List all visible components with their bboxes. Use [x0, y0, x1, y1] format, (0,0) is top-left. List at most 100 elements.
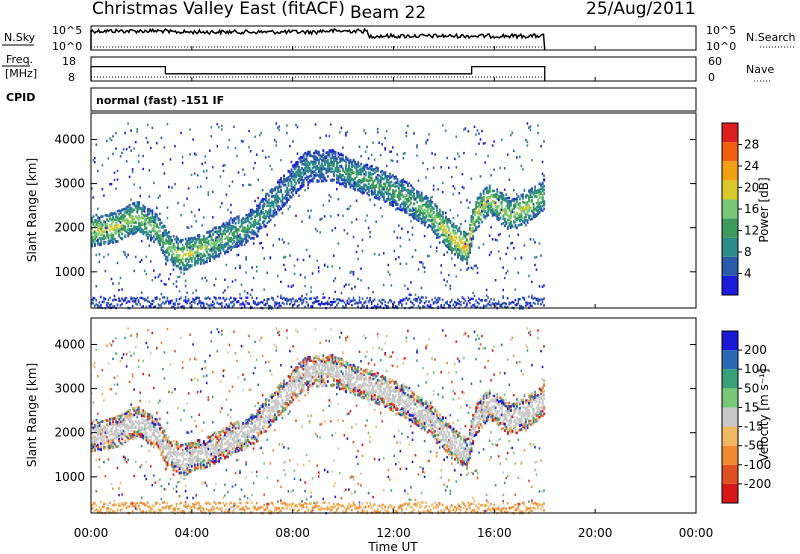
power-cell-4338	[478, 208, 481, 212]
power-cell-893	[169, 301, 172, 304]
power-cell-2162	[283, 296, 285, 300]
power-cell-3265	[381, 215, 383, 218]
power-cell-438	[128, 300, 131, 303]
power-cell-3033	[360, 267, 362, 270]
power-cell-2810	[340, 299, 343, 303]
power-cell-766	[159, 222, 161, 225]
power-cell-4759	[516, 193, 518, 196]
power-cell-3539	[407, 200, 409, 203]
power-cell-4160	[463, 233, 465, 236]
power-cell-4070	[455, 244, 458, 247]
power-cell-2343	[299, 186, 302, 190]
power-cell-3348	[389, 298, 391, 302]
power-cell-2042	[272, 188, 275, 191]
power-cell-2887	[348, 164, 350, 167]
power-cell-4689	[510, 214, 512, 218]
power-cell-1956	[264, 195, 267, 199]
power-cell-4264	[472, 236, 475, 240]
power-cell-3145	[370, 193, 373, 196]
power-cell-1003	[180, 247, 183, 250]
power-cell-95	[98, 222, 101, 226]
power-cell-1562	[230, 236, 232, 240]
power-cell-3748	[426, 206, 429, 210]
power-cell-3441	[398, 182, 400, 186]
power-cell-2897	[349, 160, 352, 164]
power-cell-3198	[375, 220, 377, 223]
power-cell-985	[178, 240, 181, 243]
power-cell-3035	[360, 301, 362, 304]
power-cell-643	[148, 234, 151, 237]
power-cell-3782	[429, 202, 432, 206]
power-cell-3514	[405, 181, 408, 184]
power-cell-1171	[195, 261, 198, 265]
power-cell-2410	[305, 169, 308, 172]
power-cell-2194	[286, 124, 288, 127]
power-cell-1970	[266, 221, 269, 225]
power-cell-472	[131, 297, 134, 300]
power-cell-572	[140, 306, 143, 309]
power-cell-2226	[289, 205, 291, 208]
power-cell-1835	[254, 232, 257, 236]
power-cell-603	[143, 269, 146, 273]
power-cell-862	[168, 242, 170, 245]
power-cell-670	[150, 305, 152, 308]
power-cell-1643	[237, 244, 240, 248]
power-cell-1769	[248, 236, 251, 239]
power-cell-509	[136, 225, 139, 229]
power-cell-352	[121, 227, 123, 230]
power-cell-764	[159, 239, 161, 243]
power-cell-1118	[190, 264, 193, 267]
power-cell-4188	[464, 305, 467, 309]
power-cell-11	[91, 216, 93, 220]
power-cell-3626	[416, 196, 419, 199]
power-cell-364	[122, 213, 125, 216]
power-cell-850	[166, 239, 169, 243]
power-cell-1912	[260, 210, 262, 213]
power-cell-4805	[520, 164, 523, 168]
power-cell-2591	[320, 170, 323, 173]
power-cell-3148	[370, 300, 373, 304]
power-cell-1810	[251, 296, 253, 299]
power-cell-1354	[212, 233, 214, 236]
power-cell-2147	[283, 196, 285, 200]
power-cell-4442	[487, 296, 489, 299]
power-cell-2755	[336, 188, 338, 191]
power-cell-1837	[254, 219, 257, 222]
power-cell-3962	[444, 129, 447, 132]
power-cell-2489	[311, 305, 314, 309]
power-cell-3494	[402, 152, 405, 155]
power-cell-3411	[395, 185, 397, 188]
power-cell-2656	[326, 265, 329, 268]
power-cell-538	[137, 299, 140, 302]
power-cell-4273	[472, 291, 474, 295]
power-cell-2712	[333, 159, 335, 162]
power-cell-4074	[455, 249, 458, 252]
power-cell-414	[127, 222, 130, 225]
power-cell-2825	[342, 299, 344, 302]
power-cell-4390	[482, 142, 485, 145]
power-cell-2471	[310, 297, 312, 300]
power-cell-1928	[261, 246, 264, 250]
power-cell-939	[174, 183, 176, 186]
power-cell-2594	[322, 156, 325, 160]
power-cell-1803	[251, 211, 254, 215]
power-cell-3165	[372, 141, 374, 144]
power-cell-4436	[487, 213, 490, 217]
power-cell-2916	[351, 168, 353, 172]
power-cell-227	[110, 239, 113, 243]
power-cell-1632	[236, 228, 239, 232]
power-cell-2408	[305, 154, 308, 158]
power-scatter	[91, 122, 546, 310]
power-cell-685	[151, 126, 154, 130]
power-cell-1382	[215, 247, 217, 250]
power-cell-1862	[255, 303, 258, 306]
power-cell-3434	[398, 198, 400, 202]
power-cell-3608	[413, 298, 415, 301]
power-cell-3845	[434, 232, 436, 235]
power-cell-2820	[342, 154, 344, 157]
power-cell-1464	[221, 124, 223, 128]
power-cell-4356	[479, 195, 482, 198]
power-cell-1257	[202, 170, 205, 173]
power-cell-3847	[434, 153, 436, 156]
power-cell-165	[104, 226, 107, 229]
